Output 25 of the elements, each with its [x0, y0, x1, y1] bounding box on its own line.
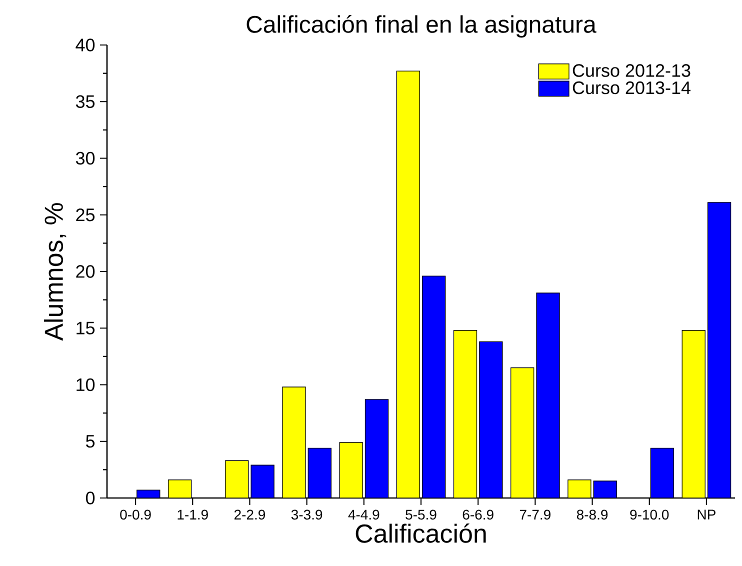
- x-tick-label: 6-6.9: [462, 510, 494, 520]
- y-tick-label: 5: [86, 435, 95, 448]
- x-tick-label: NP: [698, 510, 716, 520]
- y-axis-title: Alumnos, %: [44, 203, 66, 341]
- x-tick-label: 2-2.9: [234, 510, 266, 520]
- x-tick-label: 0-0.9: [120, 510, 151, 520]
- x-tick-label: 1-1.9: [178, 510, 208, 520]
- y-tick-label: 0: [86, 492, 95, 504]
- x-tick-label: 7-7.9: [520, 510, 550, 520]
- y-tick-label: 35: [76, 95, 95, 108]
- x-tick-label: 8-8.9: [576, 510, 608, 520]
- y-tick-label: 25: [76, 208, 95, 222]
- x-tick-label: 5-5.9: [406, 510, 436, 520]
- x-tick-label: 4-4.9: [348, 510, 380, 520]
- chart-title: Calificación final en la asignatura: [246, 14, 596, 38]
- y-tick-label: 30: [76, 152, 95, 165]
- x-tick-label: 9-10.0: [630, 510, 669, 520]
- legend-label: Curso 2012-13: [572, 64, 690, 77]
- y-tick-label: 10: [76, 378, 95, 392]
- y-tick-label: 15: [76, 322, 95, 334]
- legend-label: Curso 2013-14: [572, 81, 691, 94]
- y-tick-label: 40: [76, 38, 95, 52]
- x-tick-label: 3-3.9: [291, 510, 322, 520]
- y-tick-label: 20: [76, 265, 95, 278]
- x-axis-title: Calificación: [356, 523, 486, 543]
